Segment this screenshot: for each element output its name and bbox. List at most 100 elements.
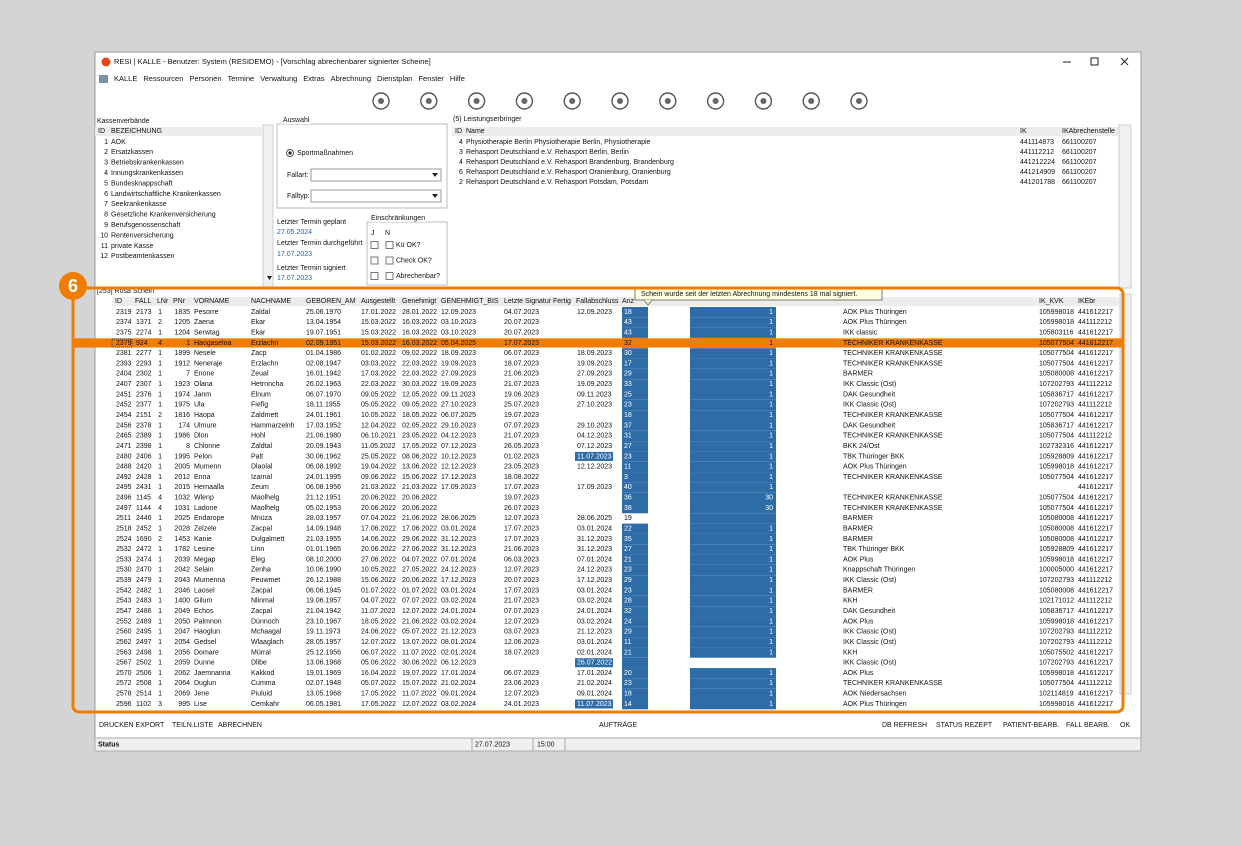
cell[interactable]: 17.12.2023 — [577, 577, 612, 584]
cell[interactable]: 1 — [769, 701, 773, 708]
cell[interactable]: 26.05.2023 — [504, 443, 539, 450]
cell[interactable]: 1 — [769, 546, 773, 553]
cell[interactable]: Zacpal — [251, 587, 272, 594]
cell[interactable]: 995 — [178, 701, 190, 708]
cell[interactable]: 12.09.2023 — [577, 309, 612, 316]
cell[interactable]: Gedsel — [194, 639, 217, 646]
cell[interactable]: 27 — [624, 546, 632, 553]
cell[interactable]: Zenha — [251, 567, 271, 574]
cell[interactable]: Lise — [194, 701, 207, 708]
cell[interactable]: 1 — [158, 639, 162, 646]
cell[interactable]: 441612217 — [1078, 660, 1113, 667]
cell[interactable]: Hammarzelnh — [251, 422, 295, 429]
cell[interactable]: 12.12.2023 — [441, 464, 476, 471]
cell[interactable]: 13.07.2022 — [402, 639, 437, 646]
cell[interactable]: KKH — [843, 598, 857, 605]
cell[interactable]: AOK Plus Thüringen — [843, 309, 907, 316]
cell[interactable]: TECHNIKER KRANKENKASSE — [843, 350, 943, 357]
cell[interactable]: 1 — [769, 443, 773, 450]
cell[interactable]: 105077504 — [1039, 505, 1074, 512]
cell[interactable]: 08.10.2000 — [306, 556, 341, 563]
cell[interactable]: 19.09.2023 — [577, 381, 612, 388]
cell[interactable]: 441612217 — [1078, 329, 1113, 336]
button[interactable]: TEILN.LISTE — [172, 722, 214, 729]
cell[interactable]: TECHNIKER KRANKENKASSE — [843, 433, 943, 440]
cell[interactable]: 17.05.2022 — [361, 691, 396, 698]
cell[interactable]: 17.12.2023 — [441, 577, 476, 584]
cell[interactable]: 2407 — [116, 381, 132, 388]
cell[interactable]: 441112212 — [1020, 149, 1054, 156]
cell[interactable]: 2428 — [136, 474, 152, 481]
cell[interactable]: 23 — [624, 402, 632, 409]
cell[interactable]: Mumenn — [194, 464, 221, 471]
cell[interactable]: 105077504 — [1039, 340, 1074, 347]
cell[interactable]: 25.06.1970 — [306, 309, 341, 316]
cell[interactable]: 17.03.1952 — [306, 422, 341, 429]
cell[interactable]: 11 — [624, 639, 631, 646]
cell[interactable]: 29.10.2023 — [577, 422, 612, 429]
cell[interactable]: 16.03.2022 — [402, 329, 437, 336]
cell[interactable]: 441612217 — [1078, 536, 1113, 543]
cell[interactable]: 17.01.2022 — [361, 309, 396, 316]
cell[interactable]: 20.06.2022 — [361, 505, 396, 512]
cell[interactable]: 12.04.2022 — [361, 422, 396, 429]
cell[interactable]: 24.01.2023 — [504, 701, 539, 708]
cell[interactable]: 27 — [624, 443, 632, 450]
cell[interactable]: 06.06.1945 — [306, 587, 341, 594]
checkbox[interactable] — [370, 272, 379, 280]
cell[interactable]: 06.07.1970 — [306, 391, 341, 398]
cell[interactable]: 2043 — [174, 577, 190, 584]
cell[interactable]: 2547 — [116, 608, 132, 615]
cell-id[interactable]: 9 — [104, 222, 108, 229]
cell[interactable]: 2533 — [116, 556, 132, 563]
cell[interactable]: 4 — [459, 139, 463, 146]
menu-item[interactable]: KALLE — [114, 74, 137, 83]
cell[interactable]: 19.07.2022 — [402, 670, 437, 677]
cell[interactable]: 32 — [624, 608, 632, 615]
cell[interactable]: 20.06.2022 — [402, 577, 437, 584]
cell[interactable]: 2446 — [136, 515, 152, 522]
cell[interactable]: 2495 — [116, 484, 132, 491]
checkbox[interactable] — [370, 256, 379, 265]
cell[interactable]: 02.07.1948 — [306, 680, 341, 687]
cell[interactable]: 09.11.2023 — [577, 391, 612, 398]
cell[interactable]: 05.06.2022 — [361, 660, 396, 667]
cell[interactable]: 2274 — [136, 329, 152, 336]
cell[interactable]: 1 — [769, 464, 773, 471]
cell[interactable]: 1144 — [136, 505, 151, 512]
cell[interactable]: 2404 — [116, 371, 132, 378]
cell[interactable]: 2542 — [116, 587, 132, 594]
cell[interactable]: 20.06.2022 — [361, 495, 396, 502]
cell[interactable]: 06.05.1981 — [306, 701, 341, 708]
cell[interactable]: 441214909 — [1020, 169, 1055, 176]
cell[interactable]: Zeual — [251, 371, 269, 378]
cell[interactable]: IKK Classic (Ost) — [843, 577, 896, 584]
cell[interactable]: 1 — [769, 618, 773, 625]
cell[interactable]: 441612217 — [1078, 505, 1113, 512]
cell[interactable]: 2 — [158, 536, 162, 543]
cell[interactable]: 441612217 — [1078, 495, 1113, 502]
cell[interactable]: 441612217 — [1078, 474, 1113, 481]
cell[interactable]: 105998018 — [1039, 319, 1074, 326]
cell[interactable]: 10.05.2022 — [361, 412, 396, 419]
cell[interactable]: 4 — [158, 495, 162, 502]
cell[interactable]: 105998018 — [1039, 556, 1074, 563]
cell[interactable]: 1782 — [174, 546, 190, 553]
button[interactable]: FALL BEARB. — [1066, 722, 1110, 729]
cell[interactable]: IKK Classic (Ost) — [843, 629, 896, 636]
cell-name[interactable]: Rentenversicherung — [111, 232, 174, 239]
cell[interactable]: 1 — [158, 629, 162, 636]
cell[interactable]: 19.06.2023 — [504, 391, 539, 398]
cell[interactable]: 1 — [158, 422, 162, 429]
cell[interactable]: Ladone — [194, 505, 217, 512]
cell[interactable]: Pelon — [194, 453, 212, 460]
cell[interactable]: 13.06.2022 — [402, 464, 437, 471]
cell[interactable]: IKK Classic (Ost) — [843, 381, 896, 388]
cell[interactable]: 1 — [769, 319, 773, 326]
cell[interactable]: TBK Thüringer BKK — [843, 546, 905, 553]
cell[interactable]: 05.05.2022 — [361, 402, 396, 409]
cell-id[interactable]: 11 — [101, 243, 108, 250]
cell[interactable]: Zaldmett — [251, 412, 278, 419]
cell[interactable]: 01.07.2022 — [361, 587, 396, 594]
cell[interactable]: Rehasport Deutschland e.V. Rehasport Bra… — [466, 159, 674, 166]
